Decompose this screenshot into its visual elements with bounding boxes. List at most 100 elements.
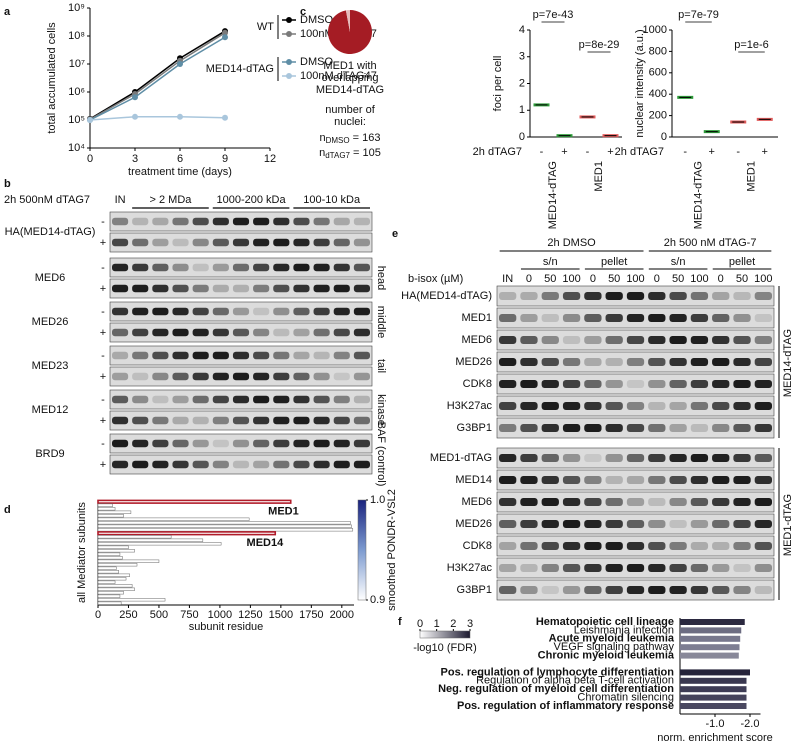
blot-band xyxy=(584,520,602,528)
blot-band xyxy=(132,351,149,360)
blot-band xyxy=(212,217,229,226)
blot-band xyxy=(273,284,290,293)
blot-band xyxy=(669,424,687,432)
subunit-bar xyxy=(97,542,222,546)
term-label: Pos. regulation of lymphocyte differenti… xyxy=(441,666,675,678)
blot-band xyxy=(132,328,149,337)
blot-band xyxy=(333,351,350,360)
blot-band xyxy=(520,564,538,572)
data-point xyxy=(87,117,93,123)
blot-band xyxy=(754,586,772,594)
blot-band xyxy=(132,307,149,316)
blot-band xyxy=(333,328,350,337)
blot-band xyxy=(172,395,189,404)
blot-band xyxy=(253,439,270,448)
group-label: MED14-dTAG xyxy=(692,161,704,229)
blot-band xyxy=(648,402,666,410)
condition-label: - xyxy=(101,216,105,228)
blot-band xyxy=(669,564,687,572)
subunit-bar xyxy=(97,528,354,532)
blot-band xyxy=(293,284,310,293)
blot-band xyxy=(112,395,129,404)
blot-band xyxy=(112,284,129,293)
data-point xyxy=(177,113,183,120)
protein-label: MED12 xyxy=(32,404,69,416)
blot-band xyxy=(733,424,751,432)
blot-band xyxy=(293,372,310,381)
blot-band xyxy=(273,439,290,448)
blot-band xyxy=(192,372,209,381)
blot-band xyxy=(499,498,517,506)
y-tick-label: 3 xyxy=(519,51,525,63)
treatment-label: 2h DMSO xyxy=(547,237,596,249)
blot-strip xyxy=(496,491,775,513)
blot-band xyxy=(253,395,270,404)
blot-band xyxy=(499,564,517,572)
protein-label: MED23 xyxy=(32,360,69,372)
blot-band xyxy=(690,380,709,388)
bar xyxy=(680,686,747,693)
blot-band xyxy=(541,402,559,410)
protein-label: H3K27ac xyxy=(447,400,493,412)
blot-band xyxy=(253,416,270,425)
cell-line-label: MED14-dTAG xyxy=(782,329,794,397)
blot-band xyxy=(232,328,250,337)
blot-band xyxy=(253,372,270,381)
subunit-bar xyxy=(97,507,116,511)
pie-title: MED14-dTAG xyxy=(316,84,384,96)
nuclei-count: ndTAG7 = 105 xyxy=(319,147,381,160)
blot-band xyxy=(626,402,645,410)
subunit-bar xyxy=(97,503,113,507)
bar xyxy=(680,703,747,709)
blot-band xyxy=(192,328,209,337)
blot-band xyxy=(152,372,169,381)
blot-band xyxy=(754,358,772,366)
blot-band xyxy=(584,380,602,388)
blot-band xyxy=(562,380,581,388)
blot-band xyxy=(313,460,330,469)
colorbar-tick-label: 0.9 xyxy=(370,594,385,606)
blot-band xyxy=(353,284,370,293)
blot-band xyxy=(648,454,666,462)
blot-band xyxy=(712,476,730,484)
blot-band xyxy=(648,424,666,432)
y-axis-label: total accumulated cells xyxy=(46,22,58,134)
blot-band xyxy=(690,564,709,572)
subunit-bar xyxy=(97,531,277,536)
blot-band xyxy=(584,314,602,322)
blot-band xyxy=(520,542,538,550)
subunit-bar xyxy=(97,556,123,560)
subunit-bar xyxy=(97,524,352,528)
blot-band xyxy=(712,424,730,432)
blot-band xyxy=(733,380,751,388)
blot-band xyxy=(232,284,250,293)
module-label: BAF (control) xyxy=(375,422,387,487)
blot-band xyxy=(232,217,250,226)
x-tick-label: 12 xyxy=(264,153,276,165)
colorbar-label: -log10 (FDR) xyxy=(413,642,477,654)
blot-band xyxy=(313,217,330,226)
series-line xyxy=(89,116,226,121)
blot-band xyxy=(152,416,169,425)
term-label: Regulation of alpha beta T-cell activati… xyxy=(476,675,674,687)
subunit-bar xyxy=(97,598,166,602)
blot-band xyxy=(152,238,169,247)
subunit-label: MED14 xyxy=(247,537,285,549)
blot-band xyxy=(172,439,189,448)
y-tick-label: 600 xyxy=(649,67,667,79)
blot-band xyxy=(353,395,370,404)
blot-band xyxy=(648,358,666,366)
blot-band xyxy=(562,358,581,366)
bar xyxy=(680,669,750,676)
blot-band xyxy=(152,460,169,469)
protein-label: MED26 xyxy=(455,518,492,530)
blot-band xyxy=(541,476,559,484)
count-subscript: dTAG7 xyxy=(325,151,350,160)
blot-band xyxy=(172,284,189,293)
treatment-label: 2h 500 nM dTAG-7 xyxy=(664,237,757,249)
condition-label: + xyxy=(100,237,106,249)
subunit-bar xyxy=(97,591,124,595)
blot-band xyxy=(333,395,350,404)
blot-band xyxy=(333,416,350,425)
blot-band xyxy=(293,217,310,226)
